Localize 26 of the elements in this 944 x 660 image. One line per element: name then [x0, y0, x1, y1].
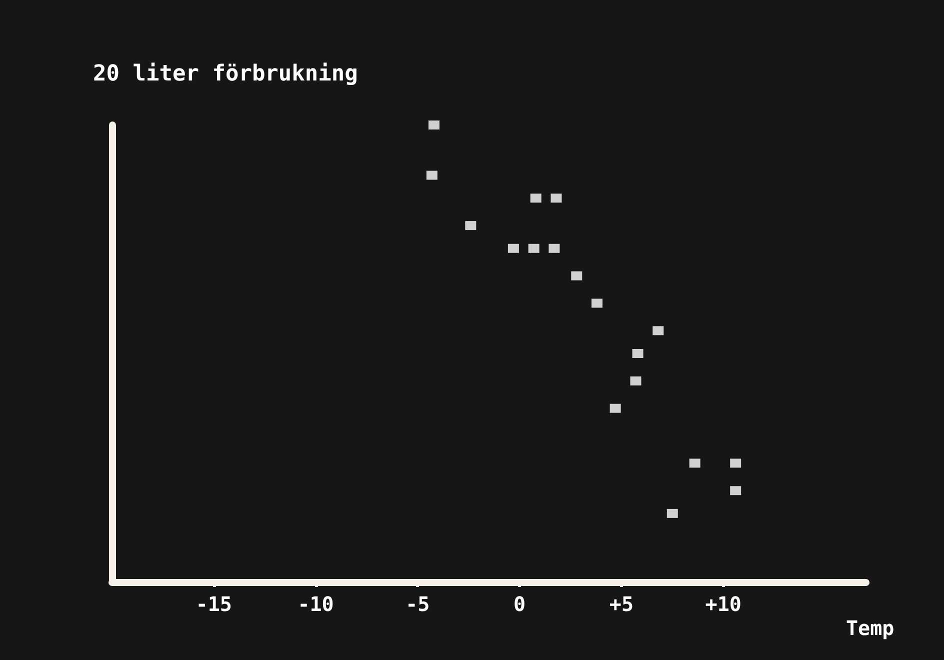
x-tick-label: +5 — [609, 592, 634, 616]
point — [730, 486, 742, 496]
x-axis-title: Temp — [846, 616, 894, 640]
point — [571, 271, 582, 280]
point — [592, 298, 603, 308]
point — [548, 244, 560, 253]
point — [428, 120, 440, 130]
x-tick-label: -5 — [406, 592, 430, 616]
point — [530, 194, 542, 203]
x-tick-label: -10 — [298, 592, 334, 616]
x-tick-label: 0 — [514, 592, 526, 616]
point — [528, 244, 540, 253]
point — [689, 458, 700, 468]
point — [630, 376, 642, 386]
point — [550, 194, 562, 203]
chart-title: 20 liter förbrukning — [93, 62, 358, 86]
point — [730, 458, 742, 468]
point — [632, 349, 644, 358]
point — [652, 326, 664, 336]
point — [666, 508, 678, 518]
x-tick-label: -15 — [196, 592, 232, 616]
x-tick-label: +10 — [705, 592, 742, 616]
point — [426, 170, 438, 180]
point — [465, 221, 476, 230]
point — [610, 404, 621, 413]
point — [508, 244, 519, 253]
